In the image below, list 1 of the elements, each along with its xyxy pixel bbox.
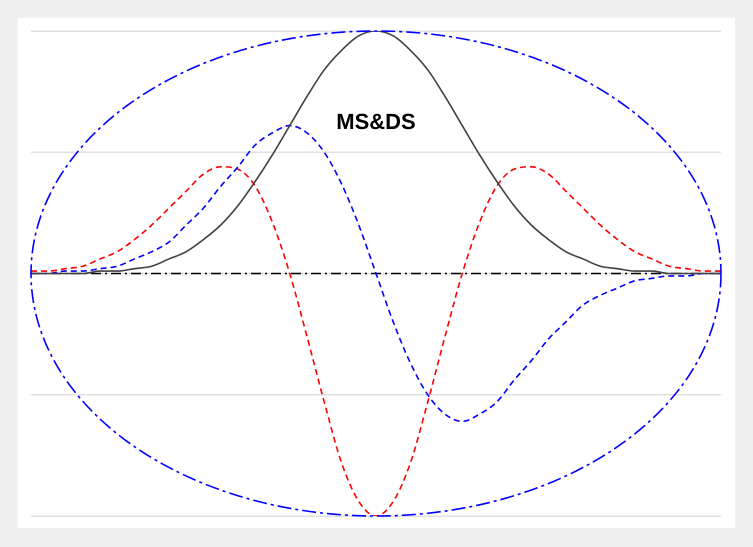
annotation: MS&DS — [336, 109, 416, 134]
